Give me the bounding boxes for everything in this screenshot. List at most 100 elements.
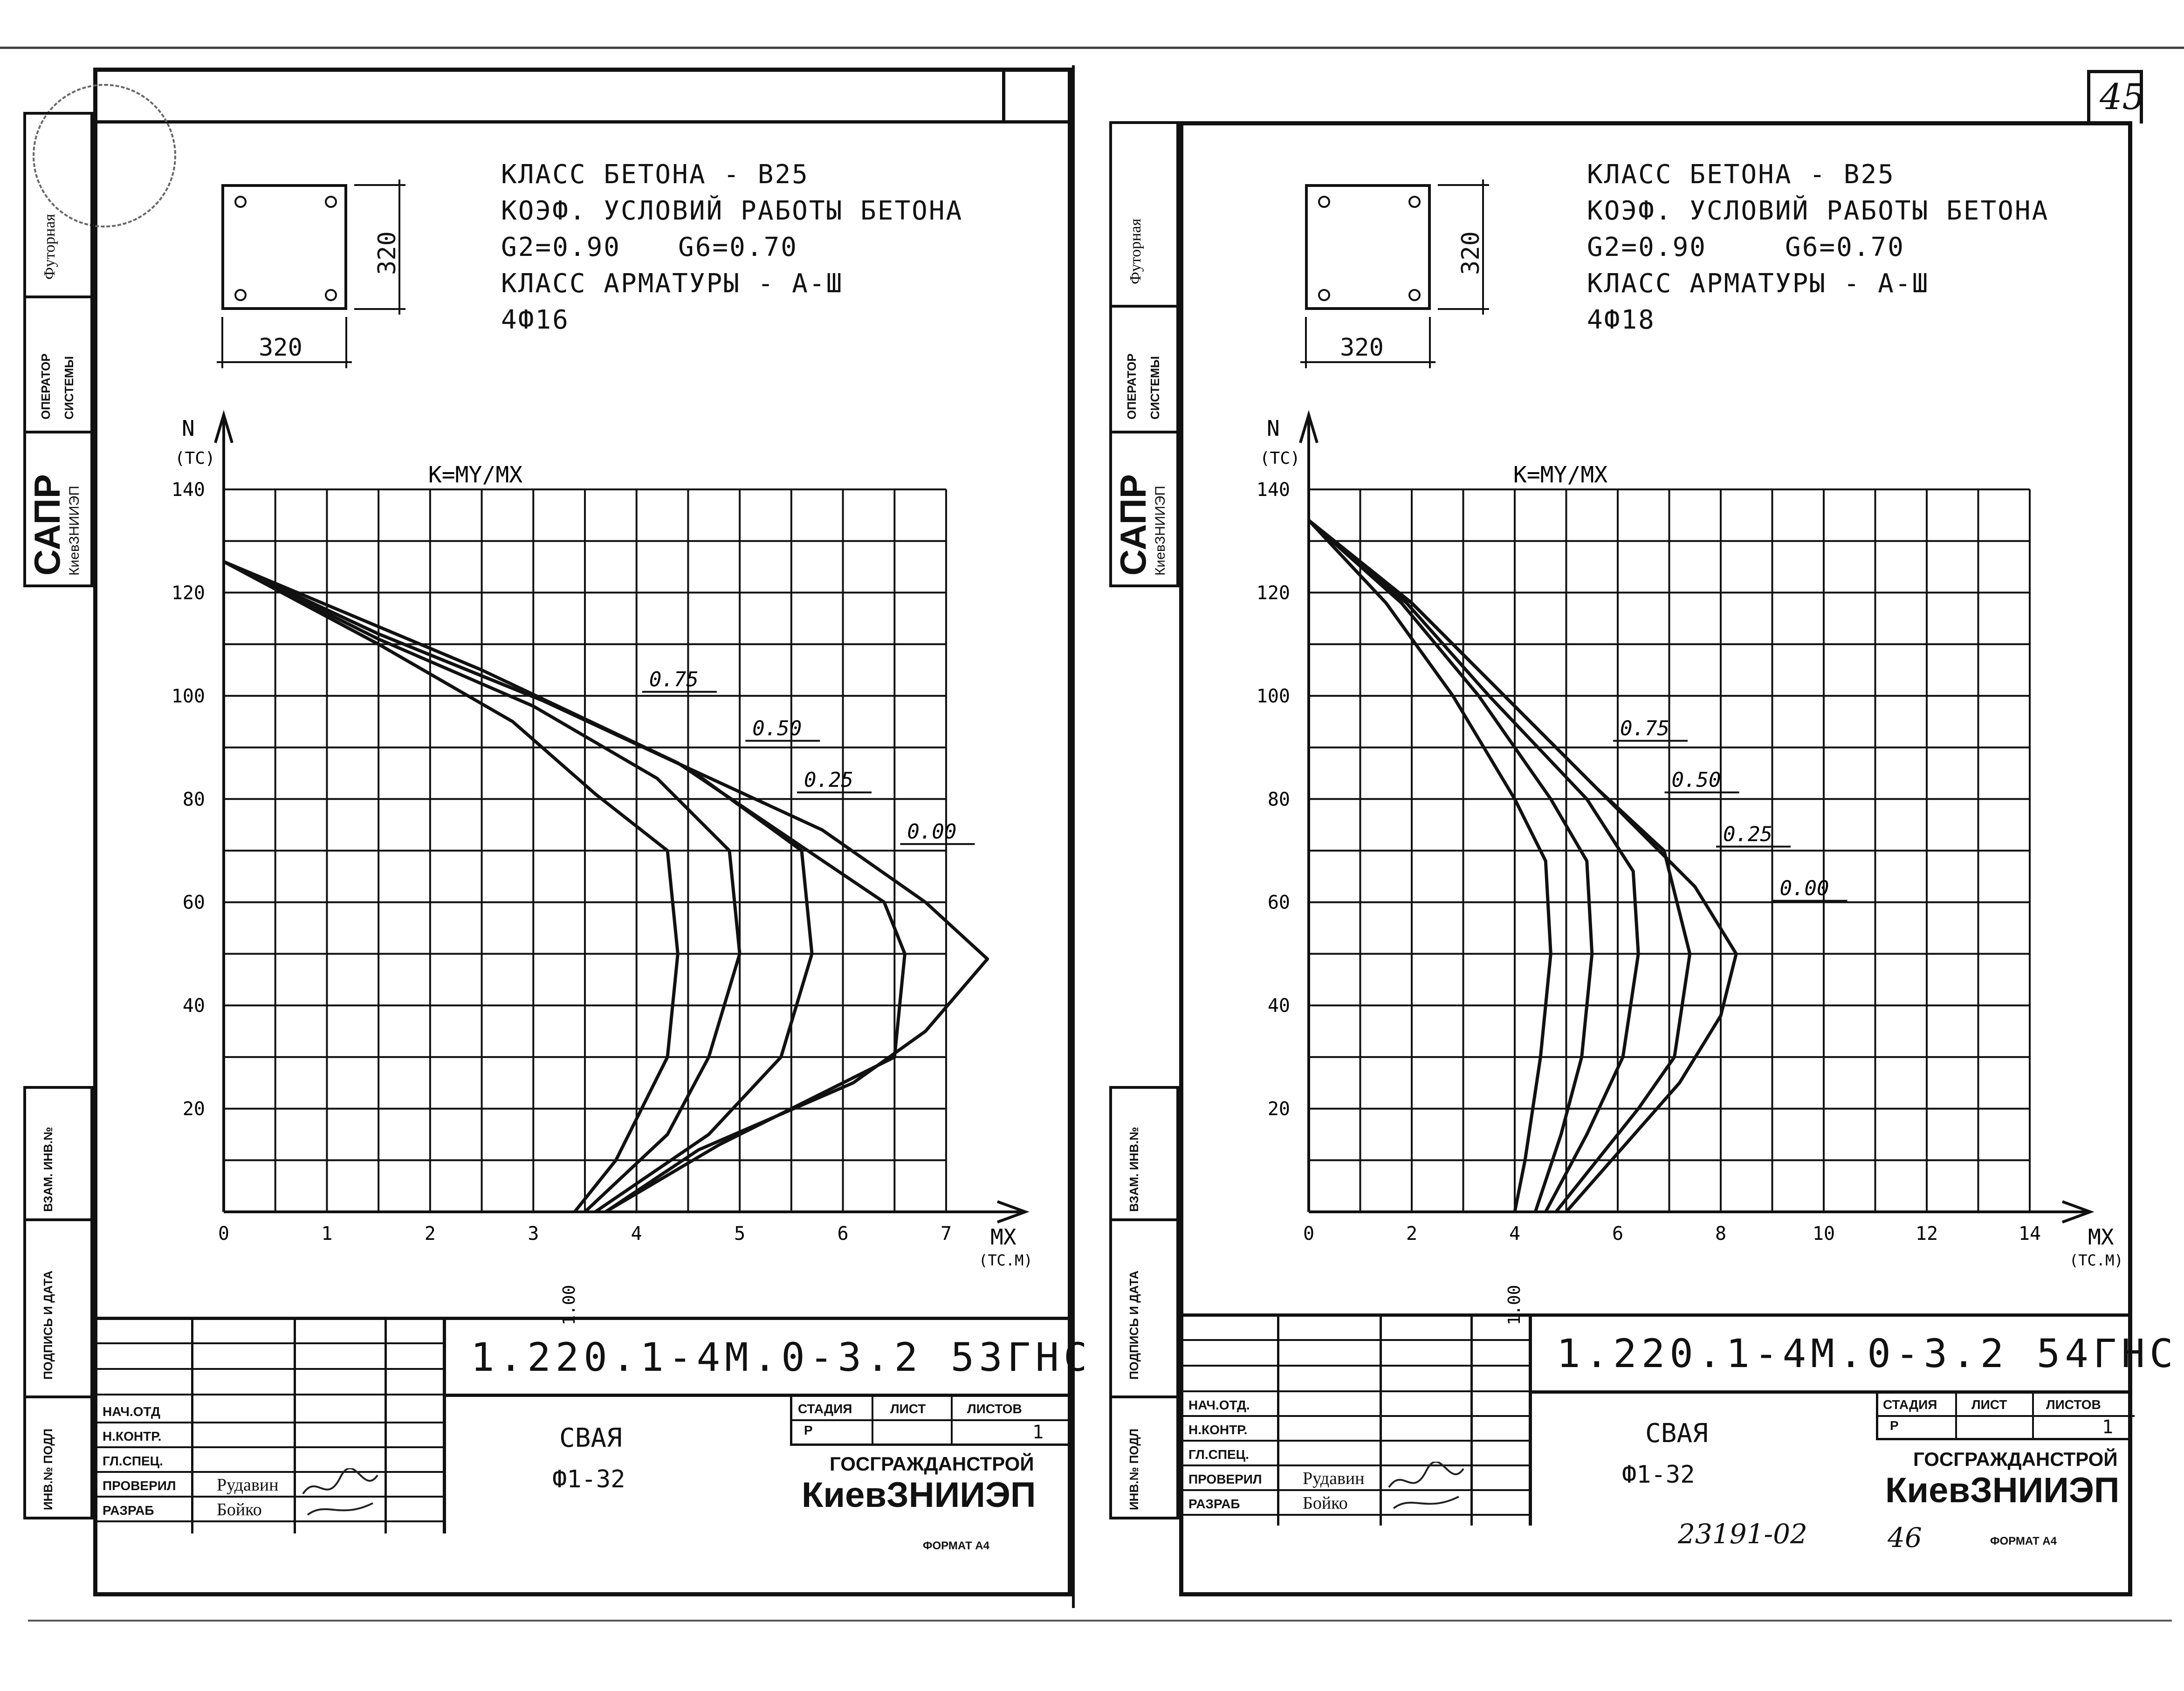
y-tick-label: 140: [172, 479, 205, 501]
sidebar-box-operator: [23, 298, 93, 433]
role-razrab: РАЗРАБ: [1188, 1497, 1240, 1511]
stage-vrule: [2032, 1394, 2034, 1438]
dim-ext: [221, 317, 223, 368]
dim-ext: [1438, 308, 1489, 310]
org-bottom: КиевЗНИИЭП: [1885, 1471, 2120, 1510]
x-tick-label: 8: [1715, 1223, 1726, 1244]
grid-col: [294, 1317, 296, 1533]
rebar-dot: [1318, 196, 1330, 208]
sidebar-box-inv: [23, 1398, 93, 1519]
checked-by-name: Рудавин: [217, 1475, 279, 1495]
y-axis-unit: (ТС): [1260, 449, 1300, 468]
chart-title: K=MY/MX: [428, 462, 522, 488]
sidebar-box-podpis: [23, 1221, 93, 1398]
spec-g6: G6=0.70: [1785, 232, 1905, 262]
x-tick-label: 6: [1612, 1223, 1623, 1244]
spec-g2: G2=0.90: [501, 232, 621, 262]
title-block-code-rule: [443, 1394, 1072, 1397]
y-tick-label: 100: [172, 686, 205, 707]
dim-line-horizontal: [1300, 361, 1435, 363]
drawing-code: 1.220.1-4М.0-3.2 53ГНС: [471, 1334, 1092, 1380]
curve-label: 0.25: [804, 768, 853, 792]
x-tick-label: 3: [528, 1223, 539, 1244]
grid-col: [1277, 1313, 1279, 1526]
curve-0-50: [223, 560, 742, 1213]
y-tick-label: 20: [1268, 1099, 1290, 1120]
rebar-dot: [1408, 196, 1421, 208]
sheets-label: ЛИСТОВ: [2046, 1397, 2101, 1412]
curve-envelope: [223, 560, 907, 1214]
page-number-box: [2087, 70, 2143, 124]
dim-ext: [1429, 317, 1431, 368]
curve-0-75: [1307, 519, 1552, 1212]
stage-label: СТАДИЯ: [798, 1402, 852, 1416]
grid-row: [1179, 1514, 1529, 1516]
spec-g2: G2=0.90: [1587, 232, 1707, 262]
sheets-value: 1: [2102, 1416, 2114, 1438]
sheet-divider: [1072, 65, 1075, 1608]
signature-mark: [1388, 1462, 1464, 1509]
scan-edge-bottom: [28, 1620, 2172, 1622]
curve-0-75: [223, 560, 680, 1213]
grid-row: [93, 1368, 443, 1370]
extra-tick-label: 1.00: [1505, 1285, 1524, 1326]
x-axis-arrow: [2061, 1200, 2095, 1224]
format-label: ФОРМАТ А4: [1990, 1535, 2057, 1547]
y-tick-label: 140: [1257, 479, 1290, 501]
sidebar-box-sapr: [23, 433, 93, 587]
spec-g6: G6=0.70: [678, 232, 798, 262]
sidebar-box-operator: [1109, 308, 1179, 433]
sidebar-box-futornaya: [23, 112, 93, 298]
curve-0-25: [1307, 519, 1640, 1213]
grid-col: [191, 1317, 193, 1533]
grid-row: [93, 1342, 443, 1344]
role-proveril: ПРОВЕРИЛ: [1188, 1472, 1262, 1486]
dim-ext: [345, 317, 347, 368]
spec-coefficient: КОЭФ. УСЛОВИЙ РАБОТЫ БЕТОНА: [501, 196, 963, 226]
grid-col: [385, 1317, 387, 1533]
sidebar-box-vzam: [23, 1086, 93, 1221]
x-tick-label: 2: [1406, 1223, 1417, 1244]
curve-label: 0.00: [907, 820, 956, 844]
x-tick-label: 0: [1303, 1223, 1314, 1244]
grid-row: [93, 1520, 443, 1522]
spec-concrete-class: КЛАСС БЕТОНА - B25: [1587, 159, 1895, 190]
x-axis-label: MX: [990, 1224, 1016, 1250]
role-gl-spec: ГЛ.СПЕЦ.: [103, 1454, 163, 1468]
rebar-dot: [325, 289, 337, 301]
org-top: ГОСГРАЖДАНСТРОЙ: [830, 1453, 1034, 1475]
stage-value: Р: [1890, 1418, 1899, 1433]
dim-ext: [354, 184, 405, 186]
y-axis-label: N: [182, 416, 195, 441]
x-tick-label: 7: [941, 1223, 952, 1244]
sheet-label: ЛИСТ: [1971, 1397, 2007, 1412]
part-mark: Ф1-32: [552, 1465, 625, 1493]
y-tick-label: 80: [183, 789, 205, 810]
x-tick-label: 4: [1509, 1223, 1520, 1244]
section-square: [1305, 184, 1431, 310]
y-axis-label: N: [1267, 416, 1280, 441]
curve-envelope: [1307, 519, 1738, 1213]
sheets-value: 1: [1032, 1422, 1044, 1443]
grid-row: [93, 1446, 443, 1448]
section-width-label: 320: [259, 334, 302, 362]
handwritten-page: 46: [1888, 1522, 1922, 1554]
stage-hrule: [1878, 1415, 2135, 1417]
y-tick-label: 120: [1257, 582, 1290, 604]
rebar-dot: [1408, 289, 1421, 301]
role-razrab: РАЗРАБ: [103, 1503, 154, 1518]
x-tick-label: 4: [631, 1223, 642, 1244]
dim-ext: [354, 308, 405, 310]
dim-line-vertical: [1482, 179, 1484, 315]
stage-hrule: [792, 1419, 1074, 1421]
part-name: СВАЯ: [1645, 1418, 1708, 1449]
curve-label: 0.50: [1672, 768, 1721, 792]
format-label: ФОРМАТ А4: [923, 1540, 989, 1552]
sidebar-box-vzam: [1109, 1086, 1179, 1221]
grid-row: [1179, 1440, 1529, 1442]
stage-table: СТАДИЯ ЛИСТ ЛИСТОВ Р 1: [1876, 1394, 2135, 1440]
grid-row: [93, 1394, 443, 1395]
section-square: [221, 184, 347, 310]
page-number: 45: [2100, 76, 2145, 117]
x-axis-label: MX: [2088, 1224, 2114, 1250]
